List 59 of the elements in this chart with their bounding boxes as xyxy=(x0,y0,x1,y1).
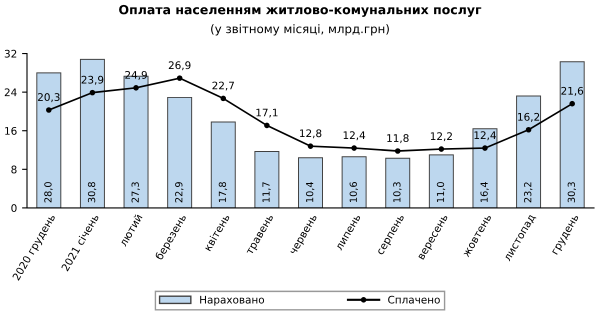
point xyxy=(526,126,532,133)
data-label: 12,4 xyxy=(474,131,496,140)
y-tick-label: 24 xyxy=(4,88,17,96)
point xyxy=(308,143,314,149)
legend-label: Нараховано xyxy=(200,296,264,306)
data-label: 21,6 xyxy=(561,86,584,96)
bar xyxy=(254,150,280,208)
point xyxy=(438,146,444,152)
data-label: 20,3 xyxy=(38,93,60,102)
data-label: 11,7 xyxy=(262,182,271,202)
data-label: 11,0 xyxy=(436,182,446,202)
chart-subtitle: (у звітному місяці, млрд.грн) xyxy=(211,24,389,36)
point xyxy=(351,145,357,151)
data-label: 12,2 xyxy=(430,132,452,142)
bar xyxy=(516,96,542,208)
chart-title: Оплата населенням житлово-комунальних послуг xyxy=(119,4,482,17)
point xyxy=(46,107,52,113)
point xyxy=(220,96,226,102)
point xyxy=(264,122,270,128)
bar xyxy=(210,122,236,208)
point xyxy=(176,75,182,81)
legend-label: Сплачено xyxy=(388,296,440,304)
y-tick-label: 0 xyxy=(11,204,17,212)
y-tick-label: 8 xyxy=(11,166,17,174)
data-label: 28,0 xyxy=(44,182,53,202)
y-tick-label: 32 xyxy=(4,50,16,58)
point xyxy=(133,85,139,91)
data-label: 23,9 xyxy=(82,76,104,85)
data-label: 10,4 xyxy=(306,182,314,202)
bar xyxy=(428,154,454,208)
y-tick-label: 16 xyxy=(5,126,17,135)
data-label: 22,7 xyxy=(212,82,234,91)
bar xyxy=(167,96,192,208)
data-label: 10,3 xyxy=(393,182,402,202)
data-label: 16,2 xyxy=(518,112,540,122)
point xyxy=(394,148,401,154)
bar xyxy=(298,157,323,208)
bar xyxy=(80,58,105,208)
data-label: 16,4 xyxy=(480,182,489,202)
bar xyxy=(385,158,410,208)
bar xyxy=(36,72,62,208)
data-label: 10,6 xyxy=(350,182,358,202)
point xyxy=(569,100,575,106)
point xyxy=(90,90,96,96)
data-label: 30,3 xyxy=(568,182,576,202)
data-label: 12,8 xyxy=(300,129,322,138)
data-label: 23,2 xyxy=(524,182,532,202)
data-label: 27,3 xyxy=(132,182,140,202)
point xyxy=(482,145,488,151)
data-label: 22,9 xyxy=(175,182,184,202)
data-label: 26,9 xyxy=(168,61,191,70)
data-label: 12,4 xyxy=(344,131,366,140)
data-label: 17,1 xyxy=(256,108,278,118)
data-label: 11,8 xyxy=(387,134,409,144)
data-label: 17,8 xyxy=(218,182,228,202)
bar xyxy=(342,156,367,208)
bar xyxy=(472,128,498,208)
bar xyxy=(560,61,585,208)
data-label: 30,8 xyxy=(88,182,96,202)
